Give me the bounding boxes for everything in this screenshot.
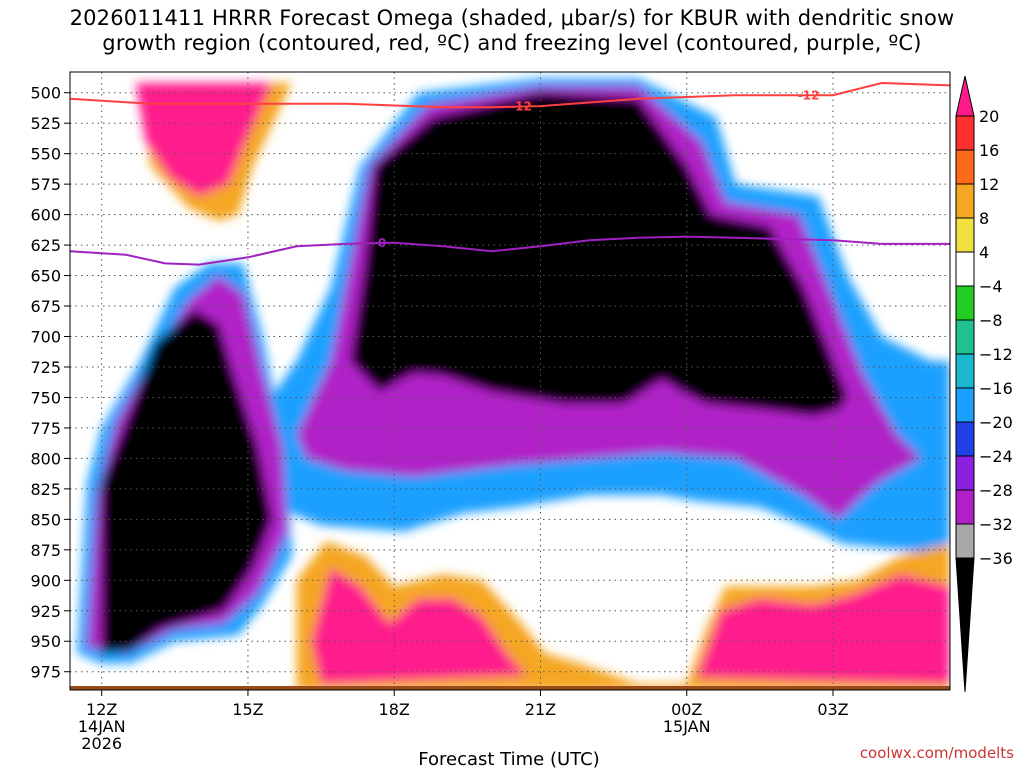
colorbar-bin-3 <box>955 217 975 253</box>
contour-label-1-0: 0 <box>378 236 386 250</box>
y-tick-label-800: 800 <box>30 449 61 468</box>
y-tick-label-775: 775 <box>30 419 61 438</box>
omega-region-4-2 <box>696 574 950 684</box>
y-tick-label-725: 725 <box>30 358 61 377</box>
contour-label-0-0: -12 <box>510 100 532 114</box>
colorbar-label-7: −12 <box>979 345 1013 364</box>
y-tick-label-875: 875 <box>30 541 61 560</box>
colorbar-bin-5 <box>955 285 975 321</box>
omega-region-4-1 <box>311 568 526 684</box>
colorbar-top-arrow <box>955 75 975 117</box>
colorbar-bin-10 <box>955 455 975 491</box>
colorbar-bin-6 <box>955 319 975 355</box>
y-tick-label-525: 525 <box>30 114 61 133</box>
colorbar-bin-7 <box>955 353 975 389</box>
x-axis-title: Forecast Time (UTC) <box>418 749 599 768</box>
colorbar-label-2: 12 <box>979 175 999 194</box>
colorbar-label-4: 4 <box>979 243 989 262</box>
contour-line-1 <box>70 235 950 266</box>
x-tick-label-15Z-0: 15Z <box>232 700 263 719</box>
x-tick-label-00Z-1: 15JAN <box>663 717 711 736</box>
colorbar-bin-9 <box>955 421 975 457</box>
x-tick-label-00Z-0: 00Z <box>671 700 702 719</box>
x-tick-label-12Z-0: 12Z <box>86 700 117 719</box>
colorbar-bin-8 <box>955 387 975 423</box>
colorbar-bin-0 <box>955 115 975 151</box>
colorbar: 20 16 12 8 4 −4 −8 −12 −16 −20 −24 −28 −32 −36 <box>955 75 1013 693</box>
y-tick-label-600: 600 <box>30 206 61 225</box>
colorbar-bin-2 <box>955 183 975 219</box>
y-tick-label-975: 975 <box>30 663 61 682</box>
y-tick-label-825: 825 <box>30 480 61 499</box>
colorbar-label-1: 16 <box>979 141 999 160</box>
x-tick-label-12Z-2: 2026 <box>81 734 122 753</box>
x-tick-label-12Z-1: 14JAN <box>78 717 126 736</box>
colorbar-label-3: 8 <box>979 209 989 228</box>
omega-region-2-0 <box>350 92 848 416</box>
y-tick-label-550: 550 <box>30 145 61 164</box>
y-tick-label-850: 850 <box>30 510 61 529</box>
x-tick-label-18Z-0: 18Z <box>379 700 410 719</box>
omega-region-4-0 <box>135 83 273 197</box>
colorbar-label-11: −28 <box>979 481 1013 500</box>
omega-field <box>70 78 950 690</box>
colorbar-label-8: −16 <box>979 379 1013 398</box>
y-tick-label-575: 575 <box>30 175 61 194</box>
field-shading <box>77 78 950 690</box>
y-tick-label-750: 750 <box>30 388 61 407</box>
colorbar-bottom-arrow <box>955 557 975 693</box>
colorbar-label-5: −4 <box>979 277 1003 296</box>
colorbar-bin-4 <box>955 251 975 287</box>
chart-title-line-2: growth region (contoured, red, ºC) and f… <box>102 31 922 55</box>
colorbar-label-6: −8 <box>979 311 1003 330</box>
y-tick-label-700: 700 <box>30 328 61 347</box>
y-tick-label-650: 650 <box>30 267 61 286</box>
y-tick-label-500: 500 <box>30 84 61 103</box>
colorbar-label-0: 20 <box>979 107 999 126</box>
omega-region-2-1 <box>101 309 273 654</box>
contour-label-0-1: -12 <box>798 89 820 103</box>
credit-link[interactable]: coolwx.com/modelts <box>860 744 1014 762</box>
x-tick-label-03Z-0: 03Z <box>817 700 848 719</box>
gridlines <box>70 72 950 690</box>
axes: 500 525 550 575 600 625 650 675 700 725 750 775 800 8… <box>30 71 951 753</box>
colorbar-bin-12 <box>955 523 975 559</box>
y-tick-label-900: 900 <box>30 571 61 590</box>
colorbar-label-12: −32 <box>979 515 1013 534</box>
colorbar-label-13: −36 <box>979 549 1013 568</box>
colorbar-bin-11 <box>955 489 975 525</box>
ground-strip <box>70 686 950 690</box>
y-tick-label-675: 675 <box>30 297 61 316</box>
x-tick-label-21Z-0: 21Z <box>525 700 556 719</box>
y-tick-label-950: 950 <box>30 632 61 651</box>
temperature-contours: -12 -12 0 <box>70 81 950 266</box>
plot-frame <box>69 71 951 691</box>
contour-line-0 <box>70 81 950 109</box>
colorbar-label-10: −24 <box>979 447 1013 466</box>
colorbar-bin-1 <box>955 149 975 185</box>
colorbar-label-9: −20 <box>979 413 1013 432</box>
y-tick-label-925: 925 <box>30 602 61 621</box>
y-tick-label-625: 625 <box>30 236 61 255</box>
chart-title-line-1: 2026011411 HRRR Forecast Omega (shaded, … <box>69 6 955 30</box>
chart-title: 2026011411 HRRR Forecast Omega (shaded, … <box>0 6 1024 56</box>
